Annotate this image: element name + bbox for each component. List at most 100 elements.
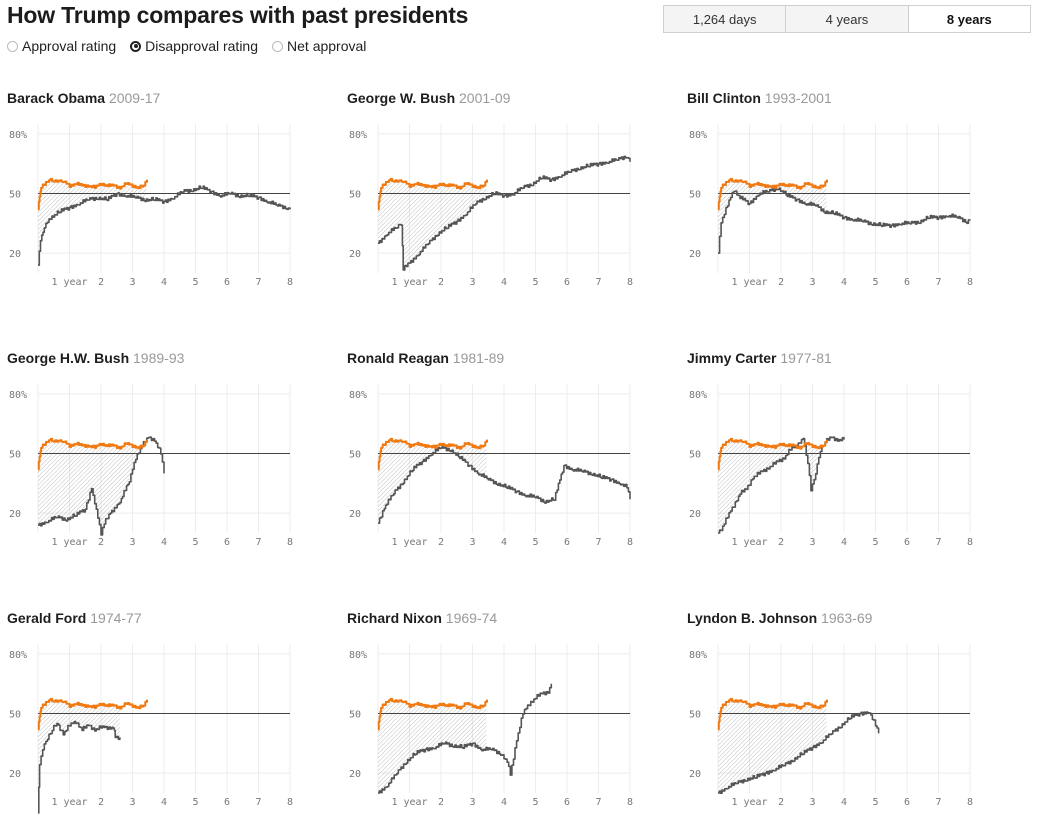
y-tick-label: 80% <box>689 650 707 661</box>
radio-button-checked-icon[interactable] <box>130 40 142 52</box>
radio-disapproval-rating[interactable]: Disapproval rating <box>130 38 258 54</box>
president-line <box>38 185 291 266</box>
difference-shading <box>718 699 827 793</box>
y-tick-label: 50 <box>9 710 21 721</box>
x-tick-label: 5 <box>192 537 198 548</box>
x-tick-label: 4 <box>161 797 167 808</box>
x-tick-label: 6 <box>224 797 230 808</box>
disapproval-chart: 80% 50 20 1 year 2 3 4 5 6 7 8 <box>689 644 973 808</box>
toggle-1264-days[interactable]: 1,264 days <box>664 6 786 32</box>
difference-shading <box>38 179 147 266</box>
y-tick-label: 80% <box>9 650 27 661</box>
y-tick-label: 50 <box>689 450 701 461</box>
panel-title: Richard Nixon 1969-74 <box>347 610 497 626</box>
radio-approval-rating[interactable]: Approval rating <box>7 38 116 54</box>
president-name: George H.W. Bush <box>7 350 130 366</box>
x-tick-label: 7 <box>255 797 261 808</box>
president-name: Ronald Reagan <box>347 350 449 366</box>
x-tick-label: 8 <box>967 797 973 808</box>
panel-title: Bill Clinton 1993-2001 <box>687 90 832 106</box>
x-tick-label: 4 <box>161 277 167 288</box>
difference-shading <box>38 699 120 813</box>
toggle-4-years[interactable]: 4 years <box>785 6 908 32</box>
x-tick-label: 4 <box>841 537 847 548</box>
page-title: How Trump compares with past presidents <box>7 2 469 28</box>
y-tick-label: 80% <box>349 650 367 661</box>
radio-button-icon[interactable] <box>7 40 18 52</box>
trump-line <box>37 437 148 471</box>
difference-shading <box>378 439 487 524</box>
y-tick-label: 20 <box>9 509 21 520</box>
x-tick-label: 1 year <box>51 797 87 808</box>
trump-line <box>717 177 828 211</box>
president-name: Jimmy Carter <box>687 350 777 366</box>
x-tick-label: 2 <box>438 537 444 548</box>
disapproval-chart: 80% 50 20 1 year 2 3 4 5 6 7 8 <box>9 124 293 288</box>
y-tick-label: 80% <box>689 130 707 141</box>
x-tick-label: 1 year <box>731 277 767 288</box>
president-panel: George W. Bush 2001-09 80% 50 20 1 year 2 3 4 5 6… <box>347 90 677 300</box>
x-tick-label: 7 <box>935 797 941 808</box>
y-tick-label: 50 <box>349 450 361 461</box>
president-years: 1989-93 <box>129 350 185 366</box>
president-name: Bill Clinton <box>687 90 761 106</box>
x-tick-label: 5 <box>532 797 538 808</box>
disapproval-chart: 80% 50 20 1 year 2 3 4 5 6 7 8 <box>349 124 633 288</box>
x-tick-label: 2 <box>98 797 104 808</box>
timespan-toggle: 1,264 days 4 years 8 years <box>663 5 1031 33</box>
president-line <box>38 720 121 814</box>
trump-line <box>717 697 828 731</box>
x-tick-label: 1 year <box>731 797 767 808</box>
disapproval-chart: 80% 50 20 1 year 2 3 4 5 6 7 8 <box>9 384 293 548</box>
disapproval-chart: 80% 50 20 1 year 2 3 4 5 6 7 8 <box>349 644 633 808</box>
president-name: Richard Nixon <box>347 610 442 626</box>
radio-label: Disapproval rating <box>145 38 259 54</box>
x-tick-label: 2 <box>438 277 444 288</box>
y-tick-label: 20 <box>349 249 361 260</box>
x-tick-label: 3 <box>469 797 475 808</box>
y-tick-label: 20 <box>349 509 361 520</box>
x-tick-label: 8 <box>287 277 293 288</box>
x-tick-label: 2 <box>98 277 104 288</box>
president-line <box>378 445 631 524</box>
disapproval-chart: 80% 50 20 1 year 2 3 4 5 6 7 8 <box>689 124 973 288</box>
y-tick-label: 50 <box>689 190 701 201</box>
x-tick-label: 5 <box>192 797 198 808</box>
trump-line <box>377 177 488 211</box>
president-line <box>718 711 880 794</box>
x-tick-label: 3 <box>809 797 815 808</box>
x-tick-label: 7 <box>935 537 941 548</box>
president-years: 1981-89 <box>448 350 505 366</box>
disapproval-chart: 80% 50 20 1 year 2 3 4 5 6 7 8 <box>9 644 293 814</box>
toggle-8-years[interactable]: 8 years <box>907 6 1030 32</box>
x-tick-label: 1 year <box>391 537 427 548</box>
x-tick-label: 8 <box>627 537 633 548</box>
x-tick-label: 7 <box>595 277 601 288</box>
x-tick-label: 4 <box>841 797 847 808</box>
trump-line <box>37 697 148 731</box>
radio-net-approval[interactable]: Net approval <box>272 38 366 54</box>
y-tick-label: 50 <box>9 190 21 201</box>
x-tick-label: 3 <box>129 797 135 808</box>
president-panel: Ronald Reagan 1981-89 80% 50 20 1 year 2 3 4 5 6 7… <box>347 350 677 560</box>
x-tick-label: 6 <box>564 537 570 548</box>
president-panel: Jimmy Carter 1977-81 80% 50 20 1 year 2 3 4 5 6 7 8 <box>687 350 1017 560</box>
x-tick-label: 3 <box>469 537 475 548</box>
president-name: Lyndon B. Johnson <box>687 610 818 626</box>
x-tick-label: 4 <box>501 277 507 288</box>
x-tick-label: 6 <box>564 797 570 808</box>
x-tick-label: 5 <box>192 277 198 288</box>
president-years: 1963-69 <box>817 610 873 626</box>
x-tick-label: 7 <box>595 797 601 808</box>
x-tick-label: 6 <box>904 797 910 808</box>
difference-shading <box>378 179 487 269</box>
y-tick-label: 20 <box>689 769 701 780</box>
president-panel: Bill Clinton 1993-2001 80% 50 20 1 year 2 3 4 5 6… <box>687 90 1017 300</box>
president-line <box>38 436 165 536</box>
x-tick-label: 6 <box>904 277 910 288</box>
panel-title: Barack Obama 2009-17 <box>7 90 160 106</box>
panel-title: George W. Bush 2001-09 <box>347 90 510 106</box>
trump-line <box>37 177 148 211</box>
metric-radio-group: Approval rating Disapproval rating Net a… <box>7 38 380 54</box>
radio-button-icon[interactable] <box>272 40 284 52</box>
